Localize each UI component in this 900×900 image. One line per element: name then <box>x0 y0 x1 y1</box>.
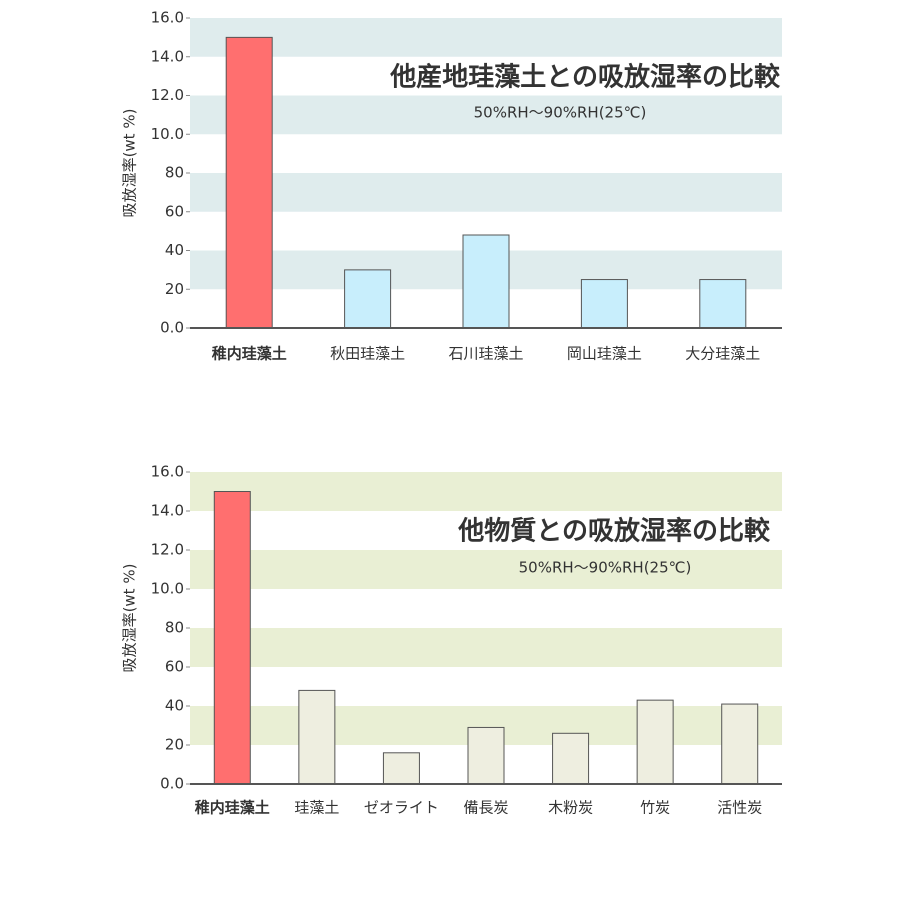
bar <box>721 703 759 785</box>
bar <box>344 269 392 329</box>
y-tick-label: 40 <box>165 697 184 715</box>
y-axis-label: 吸放湿率(wt %) <box>121 109 139 218</box>
bar <box>467 726 505 785</box>
y-tick-label: 80 <box>165 164 184 182</box>
y-tick-label: 40 <box>165 241 184 259</box>
chart-subtitle: 50%RH～90%RH(25℃) <box>474 104 647 122</box>
chart-subtitle: 50%RH～90%RH(25℃) <box>519 559 692 577</box>
chart-title: 他物質との吸放湿率の比較 <box>457 516 771 547</box>
x-tick-label: 秋田珪藻土 <box>330 345 405 363</box>
x-tick-label: 石川珪藻土 <box>448 345 523 363</box>
bar <box>699 279 747 329</box>
x-tick-label: 竹炭 <box>640 799 670 817</box>
x-tick-label: 稚内珪藻土 <box>212 345 287 363</box>
x-tick-label: 大分珪藻土 <box>685 345 760 363</box>
bar <box>382 752 420 785</box>
x-tick-label: 珪藻土 <box>294 799 339 817</box>
chart-title: 他産地珪藻土との吸放湿率の比較 <box>389 62 781 93</box>
y-tick-label: 60 <box>165 658 184 676</box>
y-tick-label: 60 <box>165 202 184 220</box>
bar <box>462 234 510 329</box>
stripe <box>190 628 782 667</box>
x-tick-label: 活性炭 <box>717 799 762 817</box>
x-tick-label: ゼオライト <box>364 799 439 817</box>
y-tick-label: 16.0 <box>151 463 184 481</box>
bar <box>552 732 590 785</box>
bar <box>298 689 336 785</box>
stripe <box>190 95 782 135</box>
y-tick-label: 12.0 <box>151 86 184 104</box>
bar <box>225 36 273 329</box>
y-tick-label: 20 <box>165 736 184 754</box>
y-tick-label: 10.0 <box>151 580 184 598</box>
y-tick-label: 12.0 <box>151 541 184 559</box>
y-tick-label: 80 <box>165 619 184 637</box>
y-axis-label: 吸放湿率(wt %) <box>121 564 139 673</box>
stripe <box>190 472 782 511</box>
y-tick-label: 20 <box>165 280 184 298</box>
y-tick-label: 0.0 <box>160 319 184 337</box>
bar <box>580 279 628 329</box>
y-tick-label: 14.0 <box>151 502 184 520</box>
bar <box>636 699 674 785</box>
stripe <box>190 550 782 589</box>
x-tick-label: 備長炭 <box>463 799 508 817</box>
y-tick-label: 14.0 <box>151 47 184 65</box>
stripe <box>190 173 782 212</box>
x-tick-label: 稚内珪藻土 <box>195 799 270 817</box>
stripe <box>190 18 782 57</box>
y-tick-label: 10.0 <box>151 125 184 143</box>
bar <box>213 491 251 785</box>
x-tick-label: 岡山珪藻土 <box>567 345 642 363</box>
x-tick-label: 木粉炭 <box>548 799 593 817</box>
y-tick-label: 0.0 <box>160 775 184 793</box>
y-tick-label: 16.0 <box>151 9 184 27</box>
